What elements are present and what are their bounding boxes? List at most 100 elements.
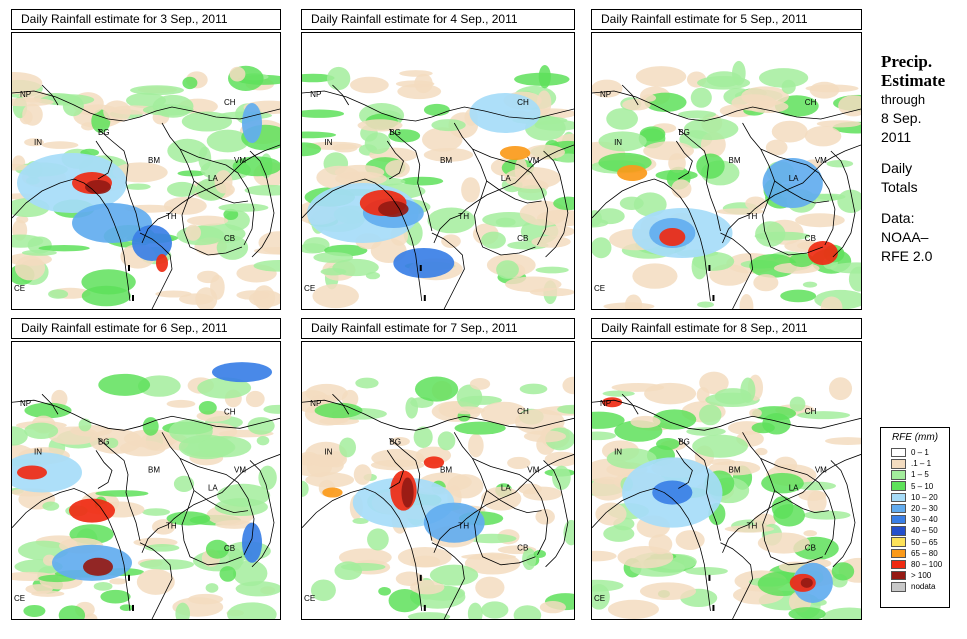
country-boundaries (592, 84, 861, 309)
country-label: CB (517, 544, 528, 553)
map-content: NP CH IN BG BM VM LA TH CB CE (12, 362, 280, 619)
rainfall-map-svg: NP CH IN BG BM VM LA TH CB CE (12, 65, 280, 309)
rain-field-light (592, 371, 861, 619)
country-boundaries (592, 393, 861, 619)
side-through: through (881, 92, 926, 107)
map-panel-4: Daily Rainfall estimate for 6 Sep., 2011… (11, 318, 281, 620)
rain-field-heavy (12, 362, 272, 581)
country-boundaries (12, 84, 280, 309)
rain-field-light (592, 60, 861, 309)
legend-label: 80 – 100 (911, 559, 943, 569)
country-label: TH (747, 212, 758, 221)
country-label: LA (501, 484, 512, 493)
rainfall-map-svg: NP CH IN BG BM VM LA TH CB CE (12, 362, 280, 619)
rainfall-map-svg: NP CH IN BG BM VM LA TH CB CE (302, 376, 574, 619)
country-label: BM (148, 156, 160, 165)
legend-label: .1 – 1 (911, 459, 932, 469)
country-label: BG (389, 437, 401, 446)
legend-item: 20 – 30 (881, 503, 949, 514)
country-boundaries (302, 84, 574, 309)
legend-label: 40 – 50 (911, 526, 938, 536)
country-label: LA (501, 174, 512, 183)
legend-label: 50 – 65 (911, 537, 938, 547)
country-label: CB (224, 234, 235, 243)
country-label: BG (678, 437, 690, 446)
rainfall-map[interactable]: NP CH IN BG BM VM LA TH CB CE (301, 341, 575, 620)
rainfall-map-svg: NP CH IN BG BM VM LA TH CB CE (592, 371, 861, 619)
country-label: BM (440, 466, 452, 475)
country-label: IN (34, 138, 42, 147)
legend-label: > 100 (911, 571, 932, 581)
country-label: VM (234, 465, 246, 474)
map-panel-5: Daily Rainfall estimate for 7 Sep., 2011… (301, 318, 575, 620)
country-label: NP (600, 90, 611, 99)
legend-swatch (891, 503, 906, 514)
legend-label: nodata (911, 582, 936, 592)
country-label: TH (458, 212, 469, 221)
legend-item: 30 – 40 (881, 514, 949, 525)
legend-label: 0 – 1 (911, 448, 929, 458)
country-label: BM (148, 465, 160, 474)
legend-item: .1 – 1 (881, 458, 949, 469)
rainfall-map[interactable]: NP CH IN BG BM VM LA TH CB CE (11, 32, 281, 310)
legend-item: 50 – 65 (881, 537, 949, 548)
legend-item: 1 – 5 (881, 469, 949, 480)
country-boundaries (302, 393, 574, 619)
country-label: LA (208, 174, 218, 183)
rainfall-map[interactable]: NP CH IN BG BM VM LA TH CB CE (301, 32, 575, 310)
side-date-line1: 8 Sep. (881, 110, 922, 126)
legend-swatch (891, 559, 906, 570)
rain-field-heavy (307, 93, 541, 278)
country-label: CE (594, 284, 605, 293)
map-content: NP CH IN BG BM VM LA TH CB CE (592, 371, 861, 619)
country-label: CE (14, 284, 25, 293)
legend-item: 65 – 80 (881, 548, 949, 559)
country-label: TH (458, 522, 469, 531)
country-label: NP (20, 399, 31, 408)
legend-item: nodata (881, 581, 949, 592)
legend-item: 40 – 50 (881, 525, 949, 536)
legend-swatch (891, 537, 906, 547)
country-label: BG (389, 128, 401, 137)
side-data-line3: RFE 2.0 (881, 248, 933, 264)
country-label: CH (805, 407, 817, 416)
country-label: VM (815, 465, 827, 474)
map-panel-6: Daily Rainfall estimate for 8 Sep., 2011… (591, 318, 862, 620)
map-content: NP CH IN BG BM VM LA TH CB CE (592, 60, 861, 309)
country-label: BM (729, 156, 741, 165)
country-label: LA (208, 484, 218, 493)
country-label: IN (34, 447, 42, 456)
legend-swatch (891, 582, 906, 592)
panel-title: Daily Rainfall estimate for 5 Sep., 2011 (591, 9, 862, 30)
legend-item: > 100 (881, 570, 949, 581)
country-label: CH (805, 98, 817, 107)
legend-swatch (891, 447, 906, 458)
country-label: NP (310, 399, 321, 408)
country-label: CB (805, 234, 816, 243)
panel-title: Daily Rainfall estimate for 4 Sep., 2011 (301, 9, 575, 30)
country-label: CE (304, 594, 316, 603)
panel-title: Daily Rainfall estimate for 6 Sep., 2011 (11, 318, 281, 339)
country-label: CH (517, 407, 529, 416)
country-label: CE (304, 284, 316, 293)
legend-swatch (891, 548, 906, 559)
legend-label: 20 – 30 (911, 504, 938, 514)
legend-swatch (891, 526, 906, 536)
country-label: TH (166, 212, 177, 221)
country-label: CB (224, 544, 235, 553)
rainfall-map[interactable]: NP CH IN BG BM VM LA TH CB CE (591, 32, 862, 310)
rainfall-map-svg: NP CH IN BG BM VM LA TH CB CE (302, 65, 574, 309)
country-label: VM (234, 156, 246, 165)
side-data-line1: Data: (881, 210, 915, 226)
rainfall-map[interactable]: NP CH IN BG BM VM LA TH CB CE (591, 341, 862, 620)
country-label: TH (747, 522, 758, 531)
rainfall-map[interactable]: NP CH IN BG BM VM LA TH CB CE (11, 341, 281, 620)
country-label: VM (527, 156, 539, 165)
country-label: CE (594, 594, 605, 603)
map-content: NP CH IN BG BM VM LA TH CB CE (12, 65, 280, 309)
legend-label: 10 – 20 (911, 492, 938, 502)
country-label: VM (527, 466, 539, 475)
country-label: IN (324, 447, 332, 456)
